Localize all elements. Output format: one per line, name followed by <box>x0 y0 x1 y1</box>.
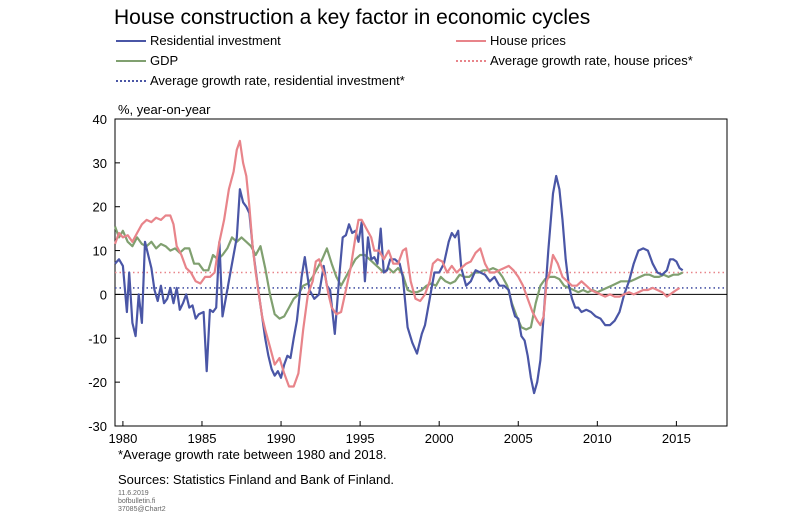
series-line-residential-investment <box>114 174 684 395</box>
x-tick-label: 2010 <box>583 431 612 446</box>
legend-label-residential-investment: Residential investment <box>150 33 281 48</box>
x-tick-label: 2005 <box>504 431 533 446</box>
legend-swatch-gdp <box>116 60 146 62</box>
footnote: *Average growth rate between 1980 and 20… <box>118 447 387 462</box>
publication-date: 11.6.2019 <box>118 490 149 497</box>
x-tick-label: 1990 <box>267 431 296 446</box>
legend-swatch-house-prices <box>456 40 486 42</box>
y-tick-label: -30 <box>88 419 107 434</box>
legend-label-avg-house-prices: Average growth rate, house prices* <box>490 53 693 68</box>
y-tick-label: -20 <box>88 375 107 390</box>
x-tick-label: 2015 <box>662 431 691 446</box>
series-line-house-prices <box>113 139 681 388</box>
y-tick-label: 20 <box>93 200 107 215</box>
y-tick-label: -10 <box>88 331 107 346</box>
x-tick-label: 2000 <box>425 431 454 446</box>
legend-swatch-residential-investment <box>116 40 146 42</box>
site-name: bofbulletin.fi <box>118 498 156 505</box>
y-tick-label: 30 <box>93 156 107 171</box>
x-tick-label: 1985 <box>188 431 217 446</box>
y-tick-label: 0 <box>100 287 107 302</box>
sources-note: Sources: Statistics Finland and Bank of … <box>118 472 395 487</box>
x-tick-label: 1980 <box>108 431 137 446</box>
legend-label-house-prices: House prices <box>490 33 566 48</box>
x-tick-label: 1995 <box>346 431 375 446</box>
y-tick-label: 10 <box>93 244 107 259</box>
legend-label-avg-residential-investment: Average growth rate, residential investm… <box>150 73 405 88</box>
legend-label-gdp: GDP <box>150 53 179 68</box>
y-tick-label: 40 <box>93 112 107 127</box>
series-line-gdp <box>113 226 684 331</box>
chart-title: House construction a key factor in econo… <box>114 6 591 29</box>
y-axis-unit-label: %, year-on-year <box>118 102 211 117</box>
legend-swatch-avg-residential-investment <box>116 80 146 82</box>
legend-swatch-avg-house-prices <box>456 60 486 62</box>
chart-code: 37085@Chart2 <box>118 506 166 513</box>
